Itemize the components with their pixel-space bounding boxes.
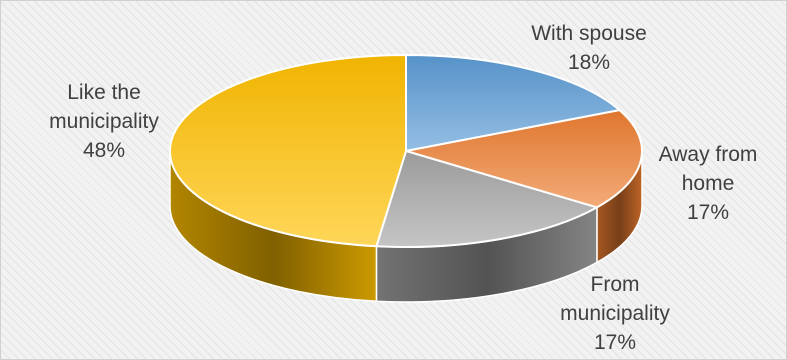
- pie-tops: [169, 54, 643, 248]
- data-label-away-from-home: Away from home 17%: [659, 143, 758, 224]
- data-label-like-the-municipality: Like the municipality 48%: [49, 81, 159, 162]
- pie-slice-away-from-home: [405, 109, 643, 209]
- data-label-with-spouse: With spouse 18%: [531, 22, 647, 74]
- pie-labels: With spouse 18% Away from home 17% From munici…: [49, 22, 757, 354]
- pie-slice-from-municipality: [375, 150, 598, 248]
- data-label-from-municipality: From municipality 17%: [560, 273, 670, 354]
- pie-slice-with-spouse: [405, 54, 621, 152]
- pie-slice-like-the-municipality: [169, 54, 407, 248]
